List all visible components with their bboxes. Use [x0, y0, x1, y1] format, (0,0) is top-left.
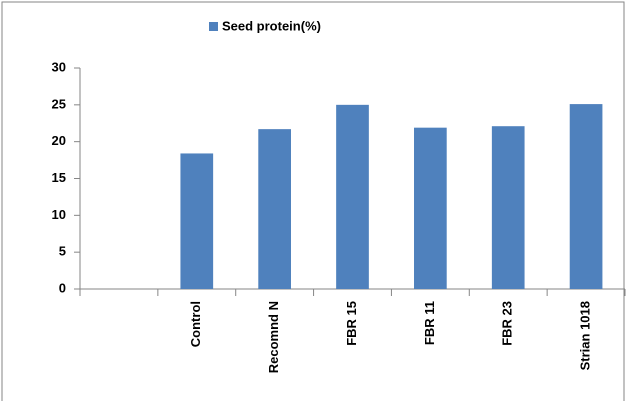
x-tick-label: FBR 15: [344, 301, 359, 346]
legend-swatch: [209, 22, 218, 31]
y-tick-label: 10: [52, 207, 66, 222]
y-tick-label: 15: [52, 170, 66, 185]
y-tick-label: 0: [59, 280, 66, 295]
y-tick-label: 20: [52, 133, 66, 148]
bar: [180, 153, 214, 289]
x-tick-label: Strian 1018: [578, 301, 593, 370]
y-tick-label: 5: [59, 244, 66, 259]
x-tick-label: FBR 23: [500, 301, 515, 346]
legend-label: Seed protein(%): [222, 18, 321, 33]
y-tick-label: 30: [52, 59, 66, 74]
bar: [414, 127, 447, 289]
bar: [569, 104, 603, 289]
x-tick-label: Control: [188, 301, 203, 347]
bar: [336, 104, 369, 289]
x-tick-label: FBR 11: [422, 301, 437, 345]
bar: [258, 129, 291, 289]
x-tick-label: Recomnd N: [266, 301, 281, 373]
bar: [491, 126, 525, 290]
y-tick-label: 25: [52, 96, 66, 111]
